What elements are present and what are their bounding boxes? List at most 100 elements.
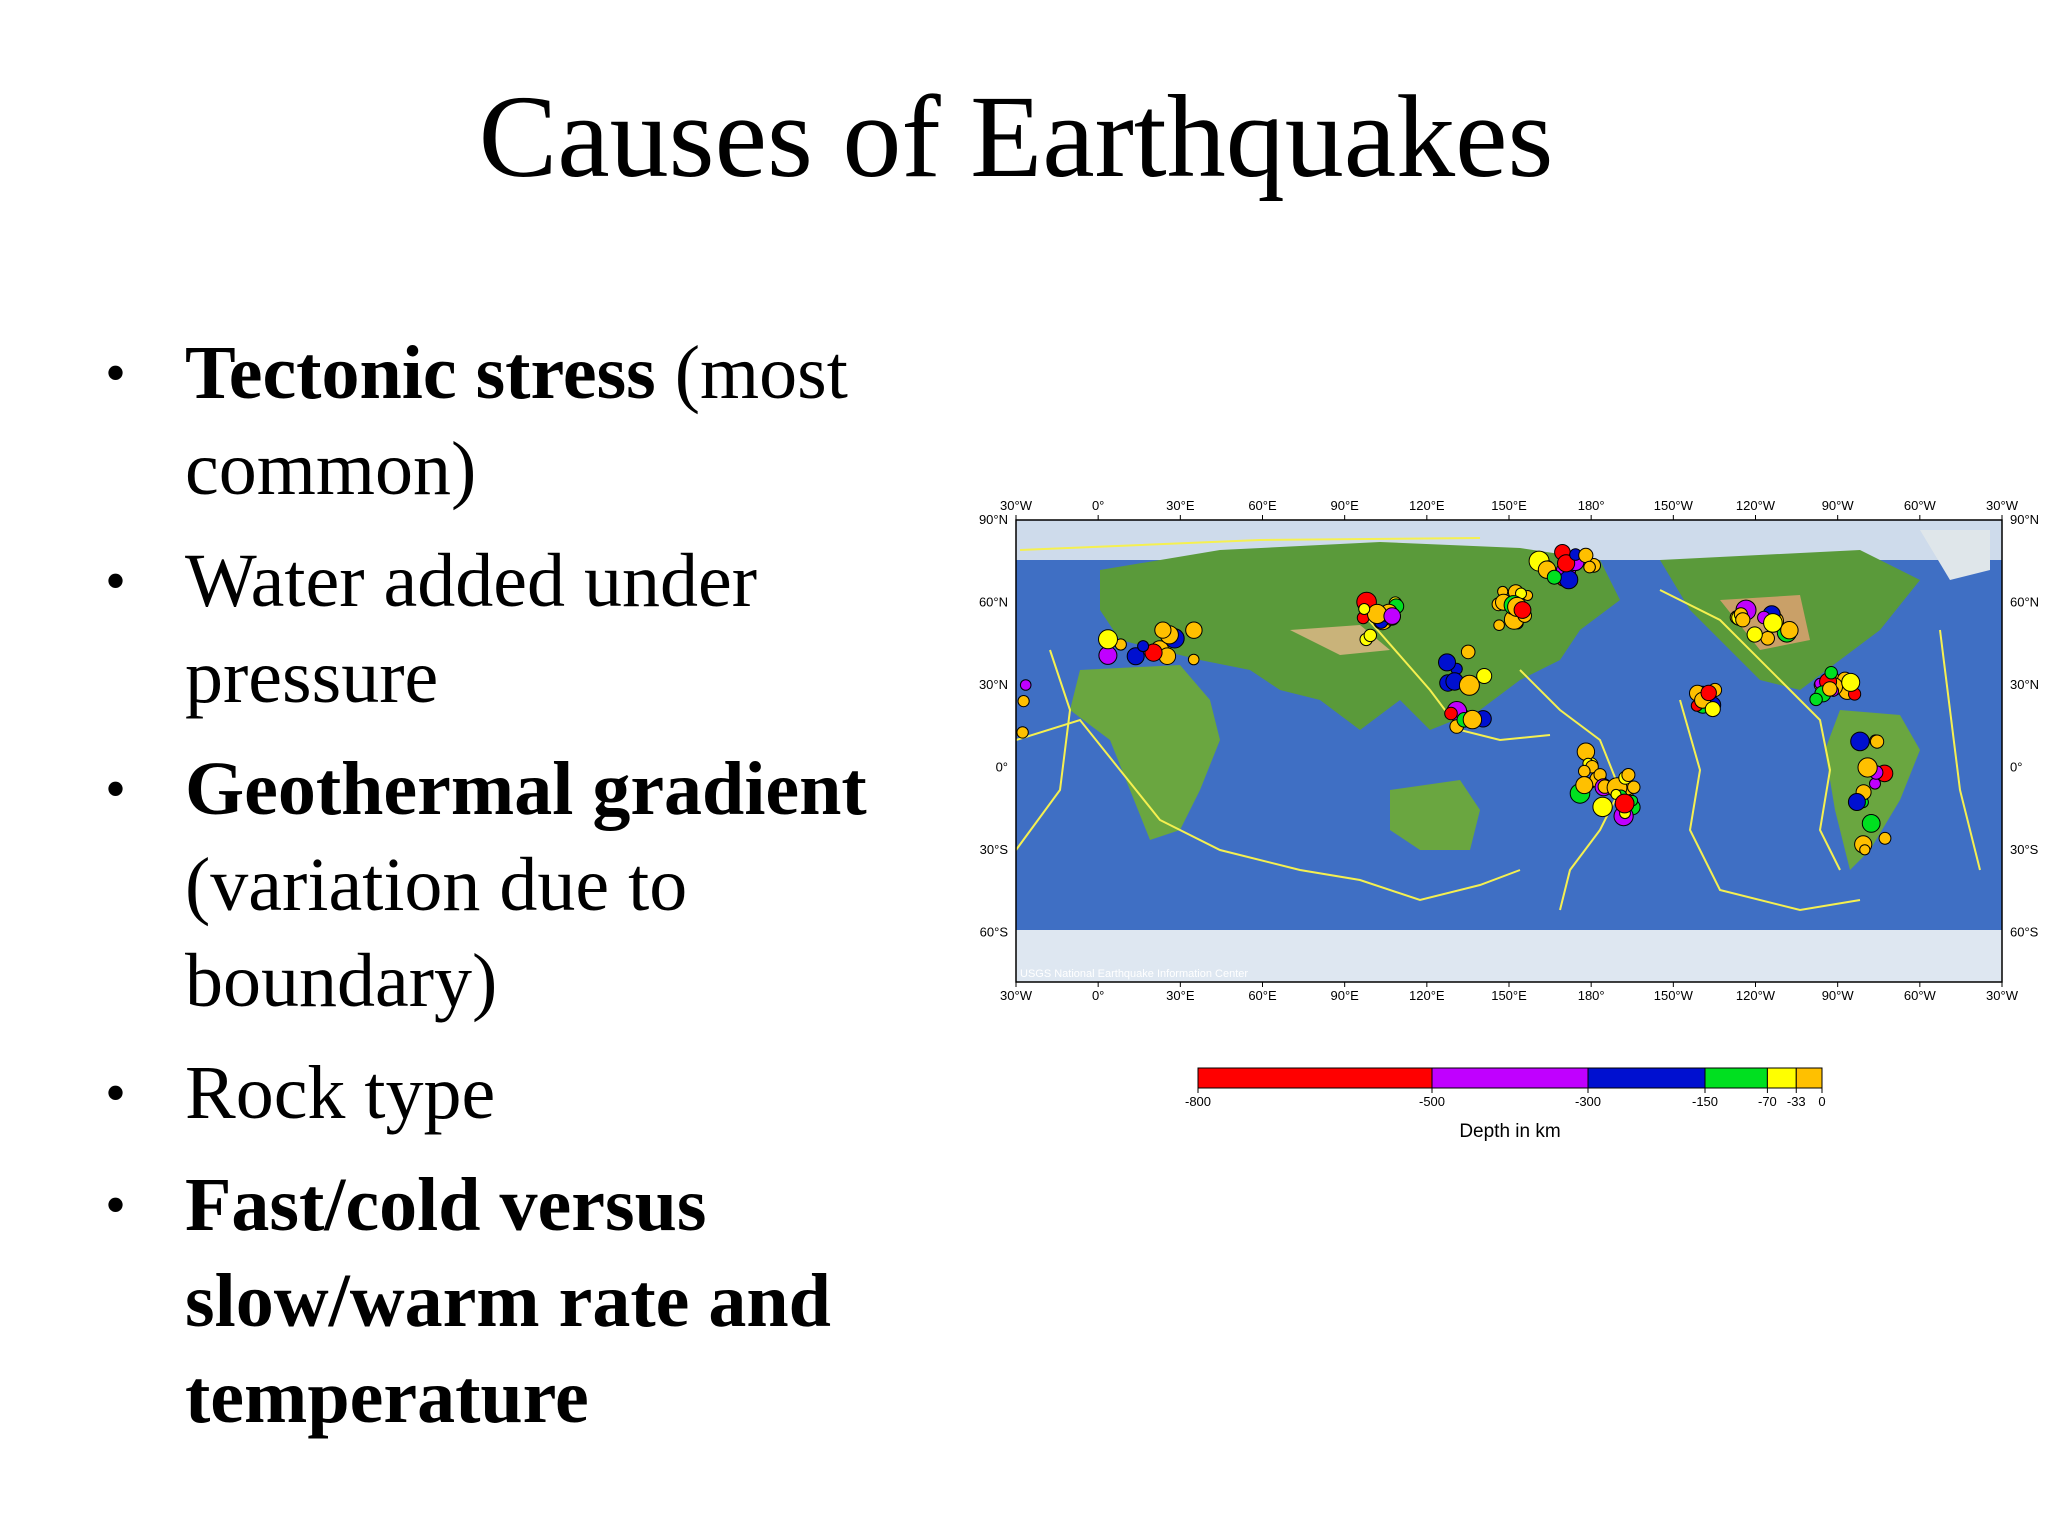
bullet-dot-icon: •: [105, 756, 127, 822]
longitude-tick-label: 180°: [1578, 498, 1605, 513]
earthquake-dot: [1363, 628, 1377, 643]
longitude-tick-label: 120°E: [1409, 498, 1445, 513]
latitude-tick-label: 30°N: [979, 677, 1008, 692]
longitude-tick-label: 150°E: [1491, 498, 1527, 513]
earthquake-dot: [1462, 709, 1483, 730]
latitude-tick-label: 90°N: [979, 512, 1008, 527]
earthquake-dot: [1546, 569, 1562, 585]
bullet-text: Rock type: [185, 1051, 496, 1135]
longitude-tick-label: 120°W: [1736, 988, 1776, 1003]
slide-title-text: Causes of Earthquakes: [478, 71, 1554, 202]
latitude-tick-label: 30°N: [2010, 677, 2039, 692]
earthquake-dot: [1746, 626, 1763, 643]
earthquake-dot: [1735, 612, 1751, 628]
earthquake-dot: [1847, 793, 1866, 811]
earthquake-dot: [1760, 631, 1776, 646]
earthquake-dot: [1358, 603, 1371, 615]
earthquake-dot: [1621, 768, 1636, 782]
left-latitude-labels: 90°N 60°N 30°N 0° 30°S 60°S: [979, 512, 1008, 940]
earthquake-dot: [1137, 640, 1150, 653]
map-svg: USGS National Earthquake Information Cen…: [979, 498, 2039, 1142]
depth-legend: -800 -500 -300 -150 -70 -33 0: [1185, 1067, 1826, 1109]
legend-band: [1431, 1067, 1589, 1089]
longitude-tick-label: 90°E: [1330, 498, 1359, 513]
longitude-tick-label: 0°: [1092, 988, 1104, 1003]
earthquake-dot: [1154, 621, 1172, 639]
right-latitude-labels: 90°N 60°N 30°N 0° 30°S 60°S: [2010, 512, 2039, 940]
bullet-item: • Tectonic stress (most common): [105, 325, 965, 517]
longitude-tick-label: 30°W: [1000, 988, 1033, 1003]
earthquake-dot: [1780, 621, 1799, 640]
bullet-item: • Geothermal gradient (variation due to b…: [105, 741, 965, 1029]
earthquake-dot: [1878, 831, 1892, 845]
greenland: [1920, 530, 1990, 580]
legend-axis-label: Depth in km: [1459, 1121, 1560, 1142]
top-longitude-labels: 30°W 0° 30°E 60°E 90°E 120°E 150°E 180° 150°W 120…: [1000, 498, 2019, 520]
earthquake-dot: [1857, 757, 1878, 778]
earthquake-dot: [1870, 734, 1885, 749]
legend-tick-label: -500: [1419, 1094, 1445, 1109]
earthquake-dot: [1700, 684, 1717, 702]
bullet-item: • Water added under pressure: [105, 533, 965, 725]
earthquake-dot: [1017, 695, 1030, 708]
earthquake-dot: [1126, 647, 1145, 666]
earthquake-dot: [1559, 570, 1579, 590]
bullet-bold-text: Tectonic stress: [185, 331, 656, 415]
earthquake-dot: [1460, 644, 1476, 660]
longitude-tick-label: 90°E: [1330, 988, 1359, 1003]
longitude-tick-label: 150°E: [1491, 988, 1527, 1003]
earthquake-dot: [1019, 679, 1032, 691]
legend-tick-label: 0: [1818, 1094, 1825, 1109]
earthquake-dot: [1824, 666, 1838, 680]
bullet-text: (most common): [185, 331, 848, 511]
boundary-line: [1019, 537, 1481, 551]
latitude-tick-label: 60°N: [2010, 595, 2039, 610]
latitude-tick-label: 60°S: [980, 925, 1009, 940]
legend-band: [1197, 1067, 1433, 1089]
boundary-line: [1015, 649, 1072, 851]
longitude-tick-label: 30°E: [1166, 498, 1195, 513]
earthquake-dot: [1458, 674, 1480, 696]
earthquake-dot: [1383, 607, 1402, 625]
legend-tick-label: -800: [1185, 1094, 1211, 1109]
earthquake-dot: [1627, 780, 1641, 794]
earthquake-dot: [1859, 844, 1871, 856]
bullet-dot-icon: •: [105, 548, 127, 614]
boundary-line: [1015, 718, 1521, 902]
earthquake-map-figure: USGS National Earthquake Information Cen…: [960, 490, 2048, 1170]
longitude-tick-label: 30°W: [1000, 498, 1033, 513]
legend-tick-label: -33: [1787, 1094, 1806, 1109]
latitude-tick-label: 0°: [996, 760, 1008, 775]
earthquake-dot: [1822, 681, 1838, 697]
earthquake-dot: [1185, 621, 1203, 639]
earthquake-dot: [1809, 692, 1823, 707]
legend-tick-label: -70: [1758, 1094, 1777, 1109]
slide-title: Causes of Earthquakes: [0, 78, 2048, 196]
earthquake-dot: [1016, 726, 1029, 739]
legend-band: [1704, 1067, 1768, 1089]
earthquake-dot: [1850, 731, 1870, 752]
longitude-tick-label: 90°W: [1822, 498, 1855, 513]
boundary-line: [1679, 699, 1861, 912]
earthquake-dot: [1513, 601, 1532, 619]
longitude-tick-label: 60°E: [1248, 498, 1277, 513]
longitude-tick-label: 30°E: [1166, 988, 1195, 1003]
earthquake-dot: [1098, 629, 1118, 650]
legend-band: [1587, 1067, 1706, 1089]
legend-band: [1795, 1067, 1823, 1089]
boundary-line: [1659, 589, 1841, 871]
longitude-tick-label: 30°W: [1986, 498, 2019, 513]
legend-tick-label: -150: [1692, 1094, 1718, 1109]
earthquake-dot: [1704, 701, 1721, 718]
longitude-tick-label: 120°W: [1736, 498, 1776, 513]
latitude-tick-label: 30°S: [2010, 842, 2039, 857]
latitude-tick-label: 0°: [2010, 760, 2022, 775]
africa-landmass: [1070, 665, 1220, 840]
longitude-tick-label: 0°: [1092, 498, 1104, 513]
latitude-tick-label: 60°S: [2010, 925, 2039, 940]
south-america-landmass: [1825, 710, 1920, 870]
earthquake-dot: [1578, 764, 1591, 778]
legend-band: [1766, 1067, 1797, 1089]
bullet-dot-icon: •: [105, 1060, 127, 1126]
longitude-tick-label: 60°W: [1904, 988, 1937, 1003]
